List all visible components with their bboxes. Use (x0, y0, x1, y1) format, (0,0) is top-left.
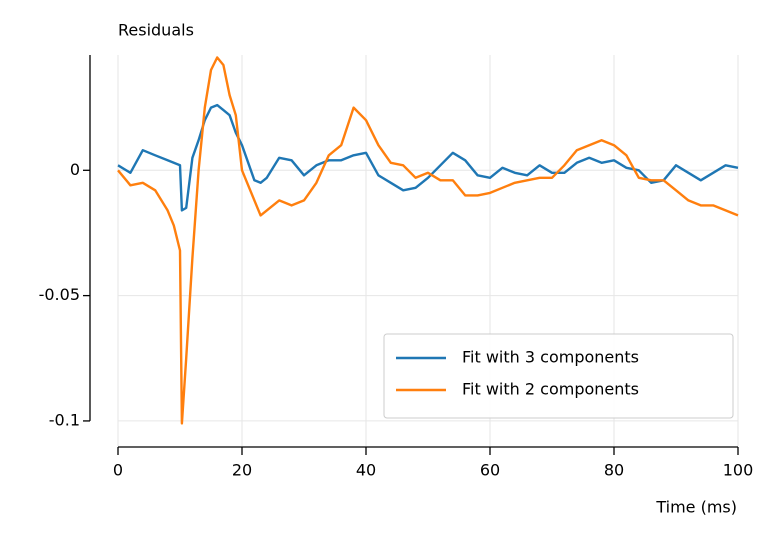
series-line (117, 56, 739, 425)
x-tick-label: 60 (480, 461, 500, 480)
x-axis-label: Time (ms) (655, 498, 737, 517)
x-tick-label: 80 (604, 461, 624, 480)
series-line (117, 103, 739, 212)
chart-title: Residuals (118, 21, 194, 40)
legend-box (383, 333, 734, 419)
x-tick-label: 20 (232, 461, 252, 480)
y-tick-label: -0.1 (49, 410, 80, 429)
x-tick-label: 40 (356, 461, 376, 480)
x-tick-label: 0 (113, 461, 123, 480)
legend-label: Fit with 3 components (462, 348, 639, 367)
x-tick-label: 100 (723, 461, 754, 480)
legend-label: Fit with 2 components (462, 380, 639, 399)
y-tick-label: 0 (70, 160, 80, 179)
y-tick-label: -0.05 (39, 285, 80, 304)
